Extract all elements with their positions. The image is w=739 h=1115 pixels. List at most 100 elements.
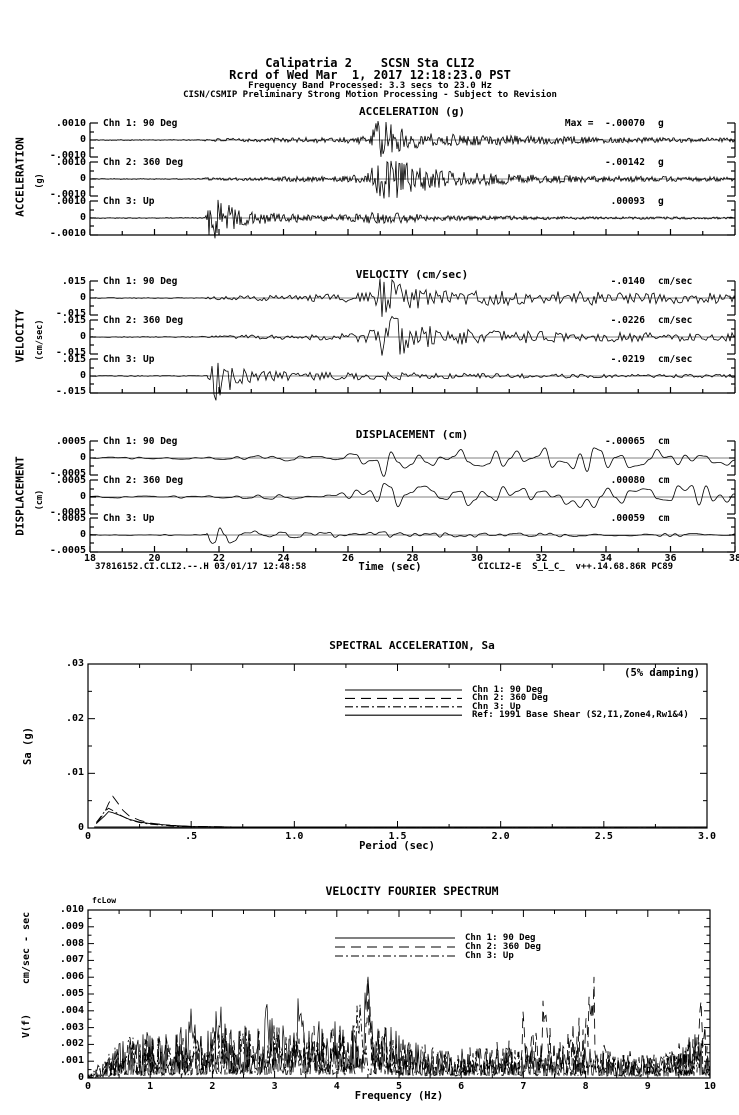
max-value-label: .00059 [610,513,645,524]
y-tick-label: .009 [59,920,84,932]
y-tick-label: -.0005 [49,468,86,479]
y-axis-unit-label: (cm/sec) [34,319,45,361]
y-tick-label: .007 [59,954,84,966]
channel-label: Chn 1: 90 Deg [103,276,178,287]
y-tick-label: .015 [61,354,86,365]
y-tick-label: 0 [77,822,84,833]
y-tick-label: .002 [59,1038,84,1050]
y-tick-label: .008 [59,937,84,949]
y-tick-label: -.015 [55,308,86,319]
max-unit-label: cm/sec [658,315,693,326]
x-tick-label: 0 [84,1081,92,1092]
max-value-label: .00080 [610,475,645,486]
y-axis-unit-label: (g) [34,173,45,189]
chart-title: SPECTRAL ACCELERATION, Sa [329,639,495,652]
x-tick-label: 1.5 [388,831,407,842]
y-tick-label: .0005 [55,436,86,447]
y-axis-unit-label: cm/sec - sec [21,911,32,985]
y-tick-label: .0005 [55,475,86,486]
legend-label: Ref: 1991 Base Shear (S2,I1,Zone4,Rw1&4) [472,710,689,721]
x-tick-label: .5 [185,831,198,842]
y-tick-label: .004 [59,1004,84,1016]
acceleration-ch1-waveform [89,121,736,157]
chart-title: ACCELERATION (g) [359,105,465,118]
y-tick-label: 0 [77,1072,84,1083]
x-tick-label: 1.0 [285,831,304,842]
header-processing-note: CISN/CSMIP Preliminary Strong Motion Pro… [183,90,557,100]
x-tick-label: 32 [535,553,548,564]
y-tick-label: .02 [65,712,84,724]
x-tick-label: 2.0 [491,831,510,842]
y-tick-label: -.0010 [49,228,86,239]
channel-label: Chn 1: 90 Deg [103,118,178,129]
y-tick-label: -.015 [55,347,86,358]
x-tick-label: 22 [212,553,226,564]
footer-right: CICLI2-E S_L_C_ v++.14.68.86R PC89 [478,562,674,572]
y-axis-unit-label: (cm) [34,489,45,511]
max-unit-label: cm/sec [658,276,693,287]
fclow-annotation: fcLow [92,896,117,905]
y-axis-label: V(f) [21,1013,32,1039]
y-tick-label: .015 [61,315,86,326]
x-tick-label: 9 [644,1081,651,1092]
y-tick-label: .005 [59,988,84,999]
fourier-series-2 [87,976,711,1079]
y-axis-label: DISPLACEMENT [13,456,27,536]
y-tick-label: .0010 [55,196,86,207]
velocity-ch3-waveform [89,362,736,401]
y-tick-label: 0 [79,173,86,184]
fourier-series-1 [87,976,711,1079]
y-tick-label: 0 [79,452,86,463]
displacement-ch3-waveform [89,527,736,544]
velocity-ch2-waveform [89,315,736,356]
y-tick-label: 0 [79,212,86,223]
sa-series-1 [95,811,708,829]
y-tick-label: .0010 [55,118,86,129]
acceleration-ch3-waveform [89,199,736,239]
channel-label: Chn 2: 360 Deg [103,315,184,326]
channel-label: Chn 1: 90 Deg [103,436,178,447]
y-tick-label: .006 [59,971,84,983]
channel-label: Chn 2: 360 Deg [103,157,184,168]
y-tick-label: -.0005 [49,545,86,556]
fourier-series-3 [87,1004,711,1078]
x-tick-label: 24 [277,553,290,564]
plot-frame [87,663,708,829]
sa-series-3 [95,807,708,829]
max-unit-label: g [658,118,664,129]
legend-label: Chn 2: 360 Deg [472,693,548,704]
x-tick-label: 4 [333,1081,340,1092]
displacement-ch2-waveform [90,482,736,509]
y-tick-label: .003 [59,1021,84,1033]
x-axis-label: Time (sec) [358,561,422,573]
x-tick-label: 0 [84,831,92,842]
damping-annotation: (5% damping) [624,667,700,679]
x-tick-label: 26 [341,553,355,564]
y-axis-label: VELOCITY [13,309,27,363]
chart-title: VELOCITY FOURIER SPECTRUM [325,884,499,898]
max-value-label: Max = -.00070 [564,118,645,129]
x-axis-label: Period (sec) [359,840,435,852]
x-tick-label: 3 [271,1081,278,1092]
max-unit-label: g [658,157,664,168]
y-axis-label: Sa (g) [21,727,34,765]
x-tick-label: 2.5 [594,831,613,842]
x-tick-label: 38 [728,553,739,564]
max-value-label: -.00065 [604,436,645,447]
y-tick-label: -.0010 [49,150,86,161]
legend-label: Chn 3: Up [472,701,521,712]
y-tick-label: .03 [65,658,84,669]
y-tick-label: -.0010 [49,189,86,200]
y-tick-label: 0 [79,491,86,502]
channel-label: Chn 3: Up [103,513,155,524]
chart-title: VELOCITY (cm/sec) [355,268,469,281]
y-tick-label: .0010 [55,157,86,168]
x-tick-label: 6 [458,1081,465,1092]
legend-label: Chn 1: 90 Deg [465,933,536,943]
velocity-ch1-waveform [90,278,736,317]
y-axis-label: ACCELERATION [13,137,27,217]
max-unit-label: cm [658,436,670,447]
max-unit-label: g [658,196,664,207]
channel-label: Chn 3: Up [103,354,155,365]
